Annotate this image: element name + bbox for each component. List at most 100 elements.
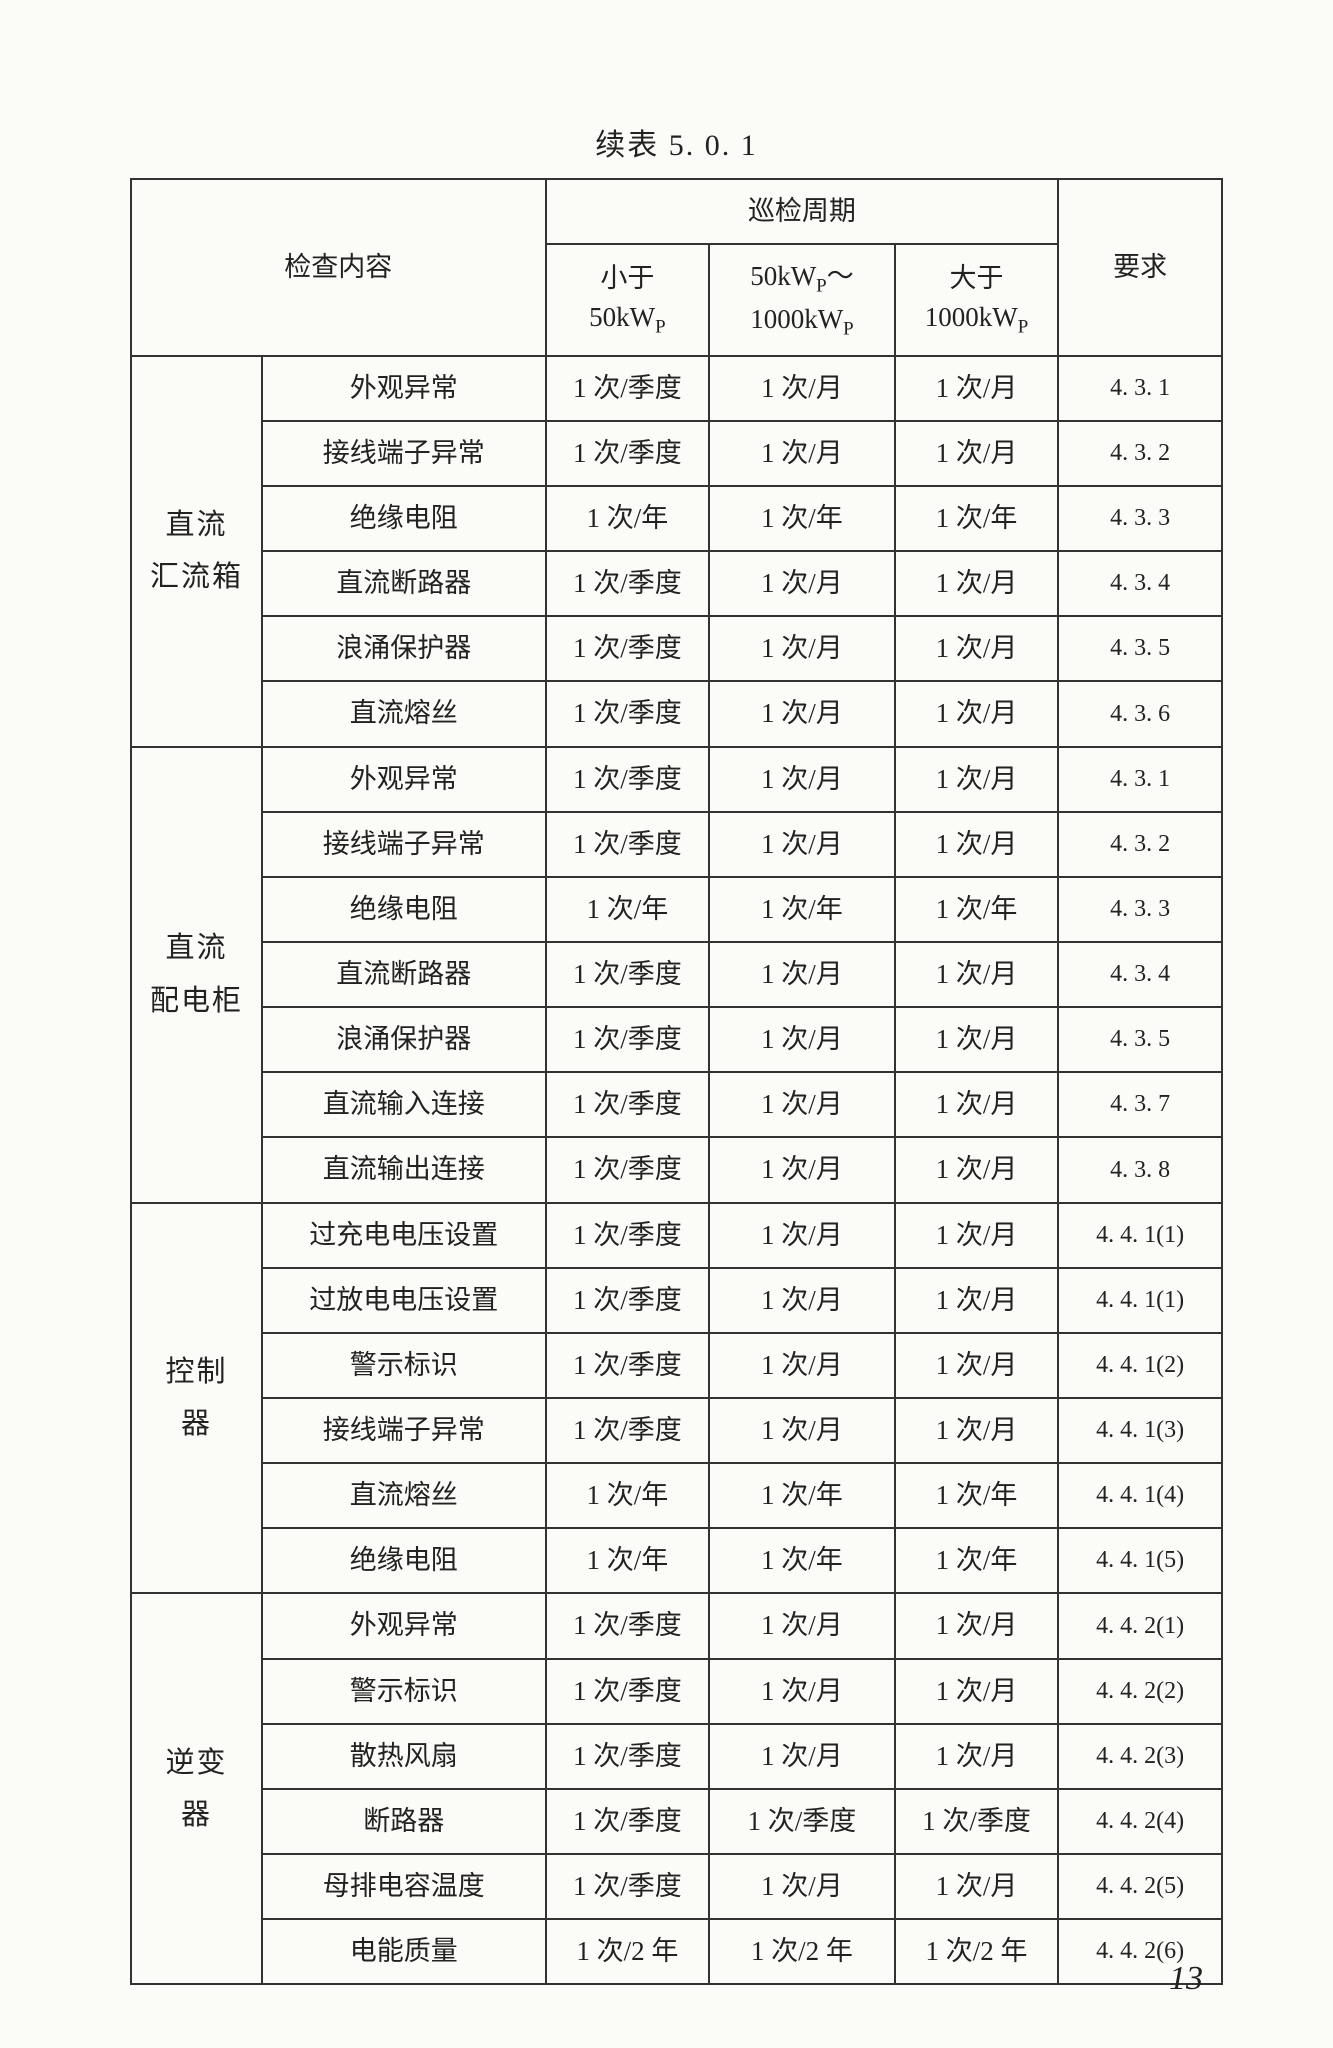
- table-row: 过放电电压设置1 次/季度1 次/月1 次/月4. 4. 1(1): [131, 1268, 1222, 1333]
- table-row: 绝缘电阻1 次/年1 次/年1 次/年4. 3. 3: [131, 486, 1222, 551]
- item-cell: 直流输出连接: [262, 1137, 546, 1202]
- cycle-mid-cell: 1 次/月: [709, 812, 894, 877]
- item-cell: 绝缘电阻: [262, 1528, 546, 1593]
- cycle-mid-cell: 1 次/月: [709, 1007, 894, 1072]
- cycle-large-cell: 1 次/季度: [895, 1789, 1059, 1854]
- cycle-mid-cell: 1 次/月: [709, 356, 894, 421]
- table-row: 直流汇流箱外观异常1 次/季度1 次/月1 次/月4. 3. 1: [131, 356, 1222, 421]
- cycle-small-cell: 1 次/季度: [546, 1724, 710, 1789]
- cycle-mid-cell: 1 次/月: [709, 681, 894, 746]
- cycle-large-cell: 1 次/年: [895, 877, 1059, 942]
- cycle-large-cell: 1 次/年: [895, 1528, 1059, 1593]
- cycle-mid-cell: 1 次/月: [709, 1398, 894, 1463]
- cycle-large-cell: 1 次/月: [895, 1203, 1059, 1268]
- table-row: 接线端子异常1 次/季度1 次/月1 次/月4. 3. 2: [131, 812, 1222, 877]
- requirement-cell: 4. 3. 1: [1058, 747, 1222, 812]
- cycle-mid-cell: 1 次/年: [709, 1463, 894, 1528]
- cycle-mid-cell: 1 次/月: [709, 1137, 894, 1202]
- requirement-cell: 4. 4. 2(5): [1058, 1854, 1222, 1919]
- requirement-cell: 4. 4. 1(4): [1058, 1463, 1222, 1528]
- table-row: 直流输入连接1 次/季度1 次/月1 次/月4. 3. 7: [131, 1072, 1222, 1137]
- requirement-cell: 4. 3. 5: [1058, 1007, 1222, 1072]
- item-cell: 警示标识: [262, 1333, 546, 1398]
- table-row: 直流熔丝1 次/年1 次/年1 次/年4. 4. 1(4): [131, 1463, 1222, 1528]
- item-cell: 接线端子异常: [262, 421, 546, 486]
- item-cell: 直流熔丝: [262, 1463, 546, 1528]
- cycle-large-cell: 1 次/月: [895, 1268, 1059, 1333]
- item-cell: 过充电电压设置: [262, 1203, 546, 1268]
- cycle-large-cell: 1 次/月: [895, 681, 1059, 746]
- item-cell: 外观异常: [262, 356, 546, 421]
- cycle-large-cell: 1 次/年: [895, 1463, 1059, 1528]
- requirement-cell: 4. 4. 2(3): [1058, 1724, 1222, 1789]
- cycle-small-cell: 1 次/季度: [546, 421, 710, 486]
- header-requirement: 要求: [1058, 179, 1222, 356]
- cycle-mid-cell: 1 次/月: [709, 1724, 894, 1789]
- table-row: 直流熔丝1 次/季度1 次/月1 次/月4. 3. 6: [131, 681, 1222, 746]
- table-row: 散热风扇1 次/季度1 次/月1 次/月4. 4. 2(3): [131, 1724, 1222, 1789]
- item-cell: 断路器: [262, 1789, 546, 1854]
- requirement-cell: 4. 3. 2: [1058, 421, 1222, 486]
- header-col-small: 小于 50kWP: [546, 244, 710, 356]
- cycle-small-cell: 1 次/2 年: [546, 1919, 710, 1984]
- document-page: 续表 5. 0. 1 检查内容 巡检周期 要求 小于 50kWP 50kW: [0, 0, 1333, 2048]
- item-cell: 浪涌保护器: [262, 616, 546, 681]
- header-col-large: 大于 1000kWP: [895, 244, 1059, 356]
- cycle-large-cell: 1 次/月: [895, 1137, 1059, 1202]
- requirement-cell: 4. 3. 1: [1058, 356, 1222, 421]
- requirement-cell: 4. 3. 7: [1058, 1072, 1222, 1137]
- cycle-large-cell: 1 次/月: [895, 1724, 1059, 1789]
- cycle-small-cell: 1 次/季度: [546, 1854, 710, 1919]
- cycle-large-cell: 1 次/月: [895, 1333, 1059, 1398]
- cycle-small-cell: 1 次/季度: [546, 1137, 710, 1202]
- cycle-mid-cell: 1 次/月: [709, 1268, 894, 1333]
- requirement-cell: 4. 4. 1(1): [1058, 1203, 1222, 1268]
- table-row: 绝缘电阻1 次/年1 次/年1 次/年4. 4. 1(5): [131, 1528, 1222, 1593]
- item-cell: 散热风扇: [262, 1724, 546, 1789]
- cycle-small-cell: 1 次/季度: [546, 1203, 710, 1268]
- category-cell: 控制器: [131, 1203, 262, 1594]
- cycle-small-cell: 1 次/季度: [546, 942, 710, 1007]
- item-cell: 接线端子异常: [262, 1398, 546, 1463]
- table-row: 接线端子异常1 次/季度1 次/月1 次/月4. 4. 1(3): [131, 1398, 1222, 1463]
- cycle-mid-cell: 1 次/季度: [709, 1789, 894, 1854]
- table-row: 母排电容温度1 次/季度1 次/月1 次/月4. 4. 2(5): [131, 1854, 1222, 1919]
- table-row: 浪涌保护器1 次/季度1 次/月1 次/月4. 3. 5: [131, 616, 1222, 681]
- cycle-mid-cell: 1 次/月: [709, 1333, 894, 1398]
- table-row: 浪涌保护器1 次/季度1 次/月1 次/月4. 3. 5: [131, 1007, 1222, 1072]
- requirement-cell: 4. 4. 2(4): [1058, 1789, 1222, 1854]
- table-row: 逆变器外观异常1 次/季度1 次/月1 次/月4. 4. 2(1): [131, 1593, 1222, 1658]
- item-cell: 直流断路器: [262, 942, 546, 1007]
- table-row: 直流断路器1 次/季度1 次/月1 次/月4. 3. 4: [131, 551, 1222, 616]
- item-cell: 直流断路器: [262, 551, 546, 616]
- requirement-cell: 4. 4. 1(3): [1058, 1398, 1222, 1463]
- cycle-mid-cell: 1 次/年: [709, 486, 894, 551]
- requirement-cell: 4. 3. 8: [1058, 1137, 1222, 1202]
- table-row: 直流配电柜外观异常1 次/季度1 次/月1 次/月4. 3. 1: [131, 747, 1222, 812]
- cycle-small-cell: 1 次/季度: [546, 1593, 710, 1658]
- requirement-cell: 4. 4. 1(5): [1058, 1528, 1222, 1593]
- cycle-small-cell: 1 次/年: [546, 1463, 710, 1528]
- item-cell: 绝缘电阻: [262, 486, 546, 551]
- cycle-large-cell: 1 次/月: [895, 1007, 1059, 1072]
- cycle-large-cell: 1 次/月: [895, 942, 1059, 1007]
- cycle-mid-cell: 1 次/年: [709, 877, 894, 942]
- page-number: 13: [1169, 1960, 1203, 1998]
- cycle-small-cell: 1 次/年: [546, 877, 710, 942]
- cycle-mid-cell: 1 次/月: [709, 1593, 894, 1658]
- requirement-cell: 4. 4. 1(1): [1058, 1268, 1222, 1333]
- cycle-mid-cell: 1 次/月: [709, 747, 894, 812]
- requirement-cell: 4. 3. 6: [1058, 681, 1222, 746]
- cycle-small-cell: 1 次/年: [546, 486, 710, 551]
- item-cell: 接线端子异常: [262, 812, 546, 877]
- cycle-small-cell: 1 次/季度: [546, 1007, 710, 1072]
- cycle-small-cell: 1 次/季度: [546, 356, 710, 421]
- cycle-large-cell: 1 次/月: [895, 1072, 1059, 1137]
- table-row: 断路器1 次/季度1 次/季度1 次/季度4. 4. 2(4): [131, 1789, 1222, 1854]
- inspection-table: 检查内容 巡检周期 要求 小于 50kWP 50kWP～ 1000kWP 大于 …: [130, 178, 1223, 1985]
- cycle-large-cell: 1 次/月: [895, 1398, 1059, 1463]
- cycle-large-cell: 1 次/2 年: [895, 1919, 1059, 1984]
- item-cell: 直流输入连接: [262, 1072, 546, 1137]
- table-header: 检查内容 巡检周期 要求 小于 50kWP 50kWP～ 1000kWP 大于 …: [131, 179, 1222, 356]
- cycle-small-cell: 1 次/季度: [546, 1268, 710, 1333]
